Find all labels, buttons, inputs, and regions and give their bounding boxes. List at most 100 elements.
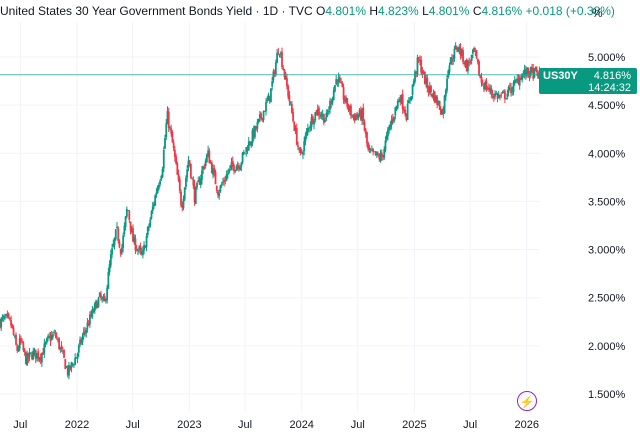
candle-body xyxy=(356,114,359,117)
x-tick-label: 2023 xyxy=(177,419,201,431)
candle-body xyxy=(394,107,397,116)
candle-body xyxy=(125,209,128,217)
candle-body xyxy=(155,192,158,195)
candle-body xyxy=(305,131,308,136)
candle-body xyxy=(289,102,292,104)
candle-body xyxy=(15,334,17,345)
candle-body xyxy=(368,147,371,151)
candle-body xyxy=(510,87,512,94)
candle-body xyxy=(249,142,251,144)
candle-body xyxy=(497,94,500,98)
candle-body xyxy=(464,60,467,65)
candle-body xyxy=(40,352,43,363)
legend-high-value: 4.823% xyxy=(378,4,419,18)
candle-body xyxy=(479,75,482,79)
candle-body xyxy=(308,127,310,129)
candle-body xyxy=(327,110,330,112)
candle-body xyxy=(68,365,70,376)
candle-body xyxy=(161,168,164,178)
candle-body xyxy=(38,357,41,360)
x-tick-label: Jul xyxy=(126,419,140,431)
price-scale-unit[interactable]: % xyxy=(592,6,603,20)
candle-body xyxy=(352,114,355,117)
candle-body xyxy=(369,150,372,152)
candle-body xyxy=(169,127,171,129)
candle-body xyxy=(229,165,232,169)
candle-body xyxy=(238,165,240,169)
candle-body xyxy=(102,296,105,298)
candle-body xyxy=(192,179,195,186)
candle-body xyxy=(320,114,323,117)
candle-body xyxy=(218,192,221,197)
candle-body xyxy=(311,116,314,124)
candle-body xyxy=(224,180,227,182)
candle-body xyxy=(321,113,324,117)
candle-body xyxy=(5,314,8,316)
candle-body xyxy=(244,152,246,154)
candle-body xyxy=(426,77,429,89)
candle-body xyxy=(310,117,313,127)
candle-body xyxy=(28,352,31,358)
legend-change: +0.018 (+0.38%) xyxy=(525,4,615,18)
candle-body xyxy=(113,237,116,245)
candle-body xyxy=(315,110,318,115)
candle-body xyxy=(430,85,432,92)
candle-body xyxy=(405,114,408,121)
candle-body xyxy=(21,341,24,343)
candle-body xyxy=(485,81,488,90)
lightning-icon[interactable]: ⚡ xyxy=(517,391,537,411)
candle-body xyxy=(462,50,464,63)
candle-body xyxy=(404,109,407,115)
candle-body xyxy=(318,107,320,116)
candle-body xyxy=(342,87,345,100)
candle-body xyxy=(189,163,192,178)
candle-body xyxy=(175,156,178,164)
candle-body xyxy=(199,178,202,185)
candle-body xyxy=(377,153,379,156)
legend-open-value: 4.801% xyxy=(325,4,367,18)
candle-body xyxy=(149,219,152,227)
candle-body xyxy=(428,86,431,94)
candle-body xyxy=(416,57,419,75)
candle-body xyxy=(372,148,375,153)
candle-body xyxy=(148,225,150,228)
candle-body xyxy=(221,182,224,184)
candle-body xyxy=(144,245,147,249)
candle-body xyxy=(329,101,331,110)
candle-body xyxy=(303,141,306,152)
candle-body xyxy=(523,69,526,75)
candle-body xyxy=(401,94,404,109)
candle-body xyxy=(230,162,233,168)
candle-body xyxy=(185,177,187,187)
candle-body xyxy=(403,109,405,112)
candle-body xyxy=(407,100,410,104)
candle-body xyxy=(82,331,85,335)
candle-body xyxy=(29,352,32,354)
candle-body xyxy=(502,91,505,93)
candle-body xyxy=(70,362,73,368)
candle-body xyxy=(162,149,165,169)
candle-body xyxy=(480,76,483,83)
candle-body xyxy=(270,88,272,103)
candle-body xyxy=(409,99,411,101)
x-tick-label: 2025 xyxy=(402,419,426,431)
candle-body xyxy=(176,163,179,175)
candle-body xyxy=(219,185,222,192)
candle-body xyxy=(204,160,207,166)
candle-body xyxy=(277,52,280,55)
candle-body xyxy=(419,59,421,61)
candle-body xyxy=(470,54,473,61)
candle-body xyxy=(517,78,520,84)
candle-body xyxy=(379,154,382,161)
candle-body xyxy=(273,71,276,75)
candle-body xyxy=(398,100,400,102)
candle-body xyxy=(302,152,304,155)
candle-body xyxy=(326,112,329,114)
candle-body xyxy=(425,78,427,84)
candle-body xyxy=(537,72,540,79)
legend-close-value: 4.816% xyxy=(481,4,523,18)
y-tick-label: 3.000% xyxy=(588,245,626,257)
badge-countdown: 14:24:32 xyxy=(588,82,631,94)
